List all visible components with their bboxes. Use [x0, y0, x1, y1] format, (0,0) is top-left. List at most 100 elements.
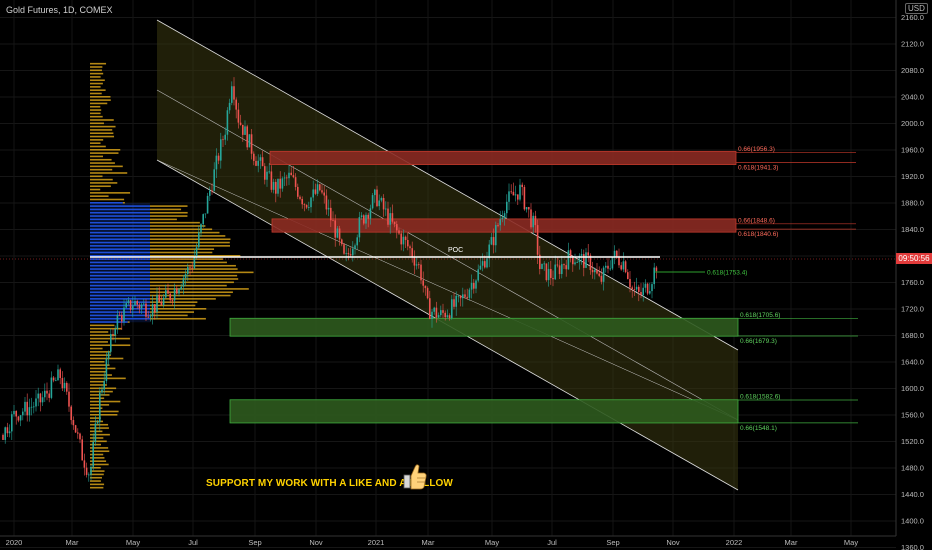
- profile-bar: [90, 178, 113, 181]
- profile-bar: [150, 231, 220, 234]
- profile-bar: [90, 92, 102, 95]
- y-tick-label: 1400.0: [901, 517, 924, 526]
- candle-body: [545, 263, 548, 281]
- candle-body: [149, 316, 152, 318]
- y-tick-label: 2040.0: [901, 93, 924, 102]
- candle-body: [312, 189, 314, 198]
- poc-label: POC: [448, 247, 463, 254]
- candle-body: [484, 261, 486, 268]
- candle-body: [176, 288, 178, 294]
- candle-body: [41, 397, 44, 403]
- profile-bar: [90, 119, 114, 121]
- profile-bar: [90, 185, 111, 188]
- candle-body: [261, 157, 264, 167]
- fib-zone-label: 0.618(1582.6): [740, 394, 780, 401]
- candle-body: [631, 287, 633, 290]
- profile-bar: [90, 264, 150, 267]
- candle-body: [385, 208, 387, 210]
- candle-body: [464, 294, 466, 297]
- candle-body: [44, 390, 46, 398]
- y-tick-label: 1520.0: [901, 437, 924, 446]
- profile-bar: [90, 337, 130, 340]
- candle-body: [554, 264, 556, 280]
- promo-text: SUPPORT MY WORK WITH A LIKE AND A FOLLOW: [206, 478, 453, 489]
- candle-body: [618, 256, 620, 266]
- candle-body: [552, 277, 554, 280]
- profile-bar: [90, 308, 150, 310]
- x-axis[interactable]: 2020 Mar May Jul Sep Nov 2021 Mar May Jul Sep Nov 20…: [6, 538, 859, 547]
- candle-body: [409, 246, 411, 249]
- profile-bar: [90, 407, 103, 409]
- profile-bar: [90, 384, 107, 386]
- candle-body: [268, 171, 270, 173]
- y-axis[interactable]: 2160.0 2120.0 2080.0 2040.0 2000.0 1960.0 1920…: [901, 13, 924, 550]
- candle-body: [512, 191, 515, 196]
- profile-bar: [90, 463, 109, 466]
- candle-body: [110, 334, 112, 352]
- candle-body: [374, 189, 376, 196]
- candle-body: [290, 172, 292, 176]
- candle-body: [539, 254, 541, 270]
- profile-bar: [90, 135, 115, 138]
- candle-body: [616, 250, 618, 257]
- profile-bar: [90, 198, 125, 201]
- profile-bar: [90, 139, 104, 141]
- candle-body: [220, 139, 222, 161]
- candle-body: [543, 263, 545, 265]
- candle-body: [363, 215, 365, 224]
- candle-body: [59, 369, 61, 378]
- profile-bar: [150, 284, 227, 287]
- candle-body: [338, 228, 341, 240]
- candle-body: [371, 195, 374, 209]
- y-tick-label: 1440.0: [901, 490, 924, 499]
- candle-body: [213, 169, 215, 191]
- candle-body: [367, 214, 369, 219]
- candle-body: [151, 304, 154, 317]
- candle-body: [63, 382, 66, 389]
- profile-bar: [90, 145, 106, 148]
- profile-bar: [90, 347, 103, 350]
- candle-body: [382, 197, 385, 210]
- profile-bar: [150, 264, 236, 267]
- currency-label[interactable]: USD: [905, 3, 928, 14]
- candle-body: [561, 264, 563, 275]
- current-price-tag: 09:50:56: [896, 253, 932, 264]
- profile-bar: [90, 115, 103, 118]
- candle-body: [503, 213, 506, 218]
- fib-zone-label: 0.66(1679.3): [740, 338, 777, 345]
- candle-body: [316, 184, 319, 194]
- profile-bar: [90, 301, 150, 303]
- candle-body: [237, 109, 240, 123]
- candle-body: [646, 283, 649, 294]
- candle-body: [605, 265, 607, 268]
- candle-body: [215, 155, 218, 170]
- candle-body: [336, 228, 339, 238]
- candle-body: [158, 295, 160, 302]
- candle-body: [303, 204, 306, 206]
- profile-bar: [90, 331, 109, 333]
- candle-body: [514, 194, 517, 196]
- profile-bar: [90, 245, 150, 247]
- candle-body: [72, 420, 75, 426]
- candle-body: [48, 393, 50, 398]
- candle-body: [521, 184, 523, 187]
- profile-bar: [90, 241, 150, 244]
- candle-body: [488, 244, 490, 259]
- candle-body: [378, 200, 380, 207]
- candle-body: [228, 102, 231, 111]
- candle-body: [510, 191, 512, 193]
- candle-body: [321, 190, 323, 193]
- profile-bar: [90, 218, 150, 221]
- candle-body: [501, 217, 504, 220]
- candle-body: [286, 177, 288, 179]
- candle-body: [638, 286, 640, 292]
- candle-body: [283, 177, 286, 179]
- candle-body: [35, 398, 37, 407]
- candle-body: [435, 307, 438, 318]
- profile-bar: [90, 460, 107, 462]
- profile-bar: [150, 228, 213, 231]
- candle-body: [420, 264, 422, 281]
- candle-body: [655, 267, 658, 272]
- candle-body: [479, 265, 482, 270]
